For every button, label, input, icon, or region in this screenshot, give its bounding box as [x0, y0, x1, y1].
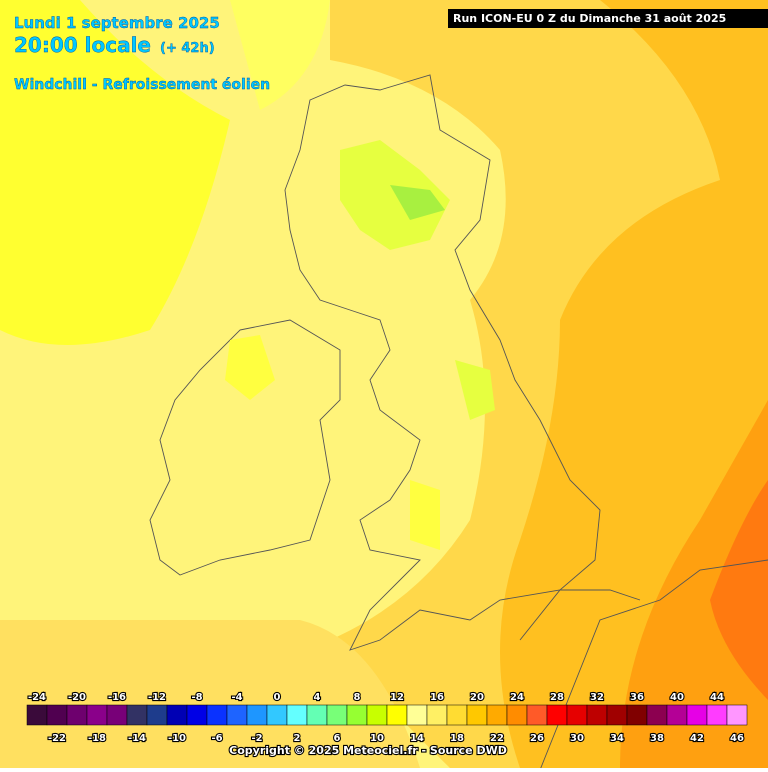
legend-label: 10 — [370, 733, 384, 744]
legend-label: 32 — [590, 692, 604, 703]
legend-label: 34 — [610, 733, 624, 744]
legend-swatch — [386, 704, 408, 726]
run-box — [448, 9, 768, 28]
continent-coast — [519, 589, 641, 641]
legend-label: 36 — [630, 692, 644, 703]
legend-swatch — [166, 704, 188, 726]
legend-label: 8 — [354, 692, 361, 703]
legend-swatch — [366, 704, 388, 726]
legend-label: 26 — [530, 733, 544, 744]
legend-swatch — [626, 704, 648, 726]
legend-swatch — [686, 704, 708, 726]
legend-swatch — [346, 704, 368, 726]
legend-label: 6 — [334, 733, 341, 744]
legend-swatch — [646, 704, 668, 726]
legend-swatch — [566, 704, 588, 726]
legend-label: -4 — [231, 692, 242, 703]
legend-label: 22 — [490, 733, 504, 744]
highlands-cold — [340, 140, 450, 250]
legend-swatch — [286, 704, 308, 726]
ireland-cool — [225, 335, 275, 400]
legend-swatch — [126, 704, 148, 726]
legend-swatch — [426, 704, 448, 726]
copyright: Copyright © 2025 Meteociel.fr - Source D… — [229, 744, 507, 757]
legend-label: 40 — [670, 692, 684, 703]
pennines-cold — [455, 360, 495, 420]
legend-swatch — [186, 704, 208, 726]
legend-swatch — [506, 704, 528, 726]
legend-swatch — [486, 704, 508, 726]
legend-label: 28 — [550, 692, 564, 703]
legend-label: -20 — [68, 692, 86, 703]
field-yellow — [0, 0, 230, 345]
legend-swatch — [246, 704, 268, 726]
legend-swatch — [26, 704, 48, 726]
legend-swatch — [206, 704, 228, 726]
continent-coast — [539, 559, 768, 771]
colorbar: -24-22-20-18-16-14-12-10-8-6-4-202468101… — [26, 691, 748, 745]
legend-swatch — [66, 704, 88, 726]
legend-swatch — [266, 704, 288, 726]
legend-label: 12 — [390, 692, 404, 703]
field-orange-dark — [620, 400, 768, 768]
legend-label: 38 — [650, 733, 664, 744]
legend-swatch — [86, 704, 108, 726]
legend-label: -14 — [128, 733, 146, 744]
great-britain — [284, 74, 601, 651]
legend-label: 0 — [274, 692, 281, 703]
date: Lundi 1 septembre 2025 — [14, 14, 220, 32]
legend-label: -2 — [251, 733, 262, 744]
legend-label: -10 — [168, 733, 186, 744]
legend-label: 4 — [314, 692, 321, 703]
parameter: Windchill - Refroissement éolien — [14, 77, 270, 93]
legend-swatch — [306, 704, 328, 726]
legend-label: -6 — [211, 733, 222, 744]
legend-swatch — [546, 704, 568, 726]
legend-label: 2 — [294, 733, 301, 744]
wales-cool — [410, 480, 440, 550]
legend-label: -8 — [191, 692, 202, 703]
legend-swatch — [466, 704, 488, 726]
lead-time: (+ 42h) — [160, 41, 215, 56]
legend-label: -18 — [88, 733, 106, 744]
time: 20:00 locale — [14, 33, 151, 57]
legend-label: 24 — [510, 692, 524, 703]
legend-swatch — [106, 704, 128, 726]
legend-swatch — [726, 704, 748, 726]
field-red-orange — [710, 480, 768, 700]
legend-swatch — [666, 704, 688, 726]
legend-swatch — [706, 704, 728, 726]
legend-swatch — [146, 704, 168, 726]
legend-label: -16 — [108, 692, 126, 703]
legend-swatch — [326, 704, 348, 726]
legend-label: 30 — [570, 733, 584, 744]
highlands-colder — [390, 185, 445, 220]
run-info: Run ICON-EU 0 Z du Dimanche 31 août 2025 — [453, 12, 726, 25]
legend-label: 46 — [730, 733, 744, 744]
field-gold — [0, 620, 420, 768]
legend-label: 44 — [710, 692, 724, 703]
legend-swatch — [606, 704, 628, 726]
legend-label: 20 — [470, 692, 484, 703]
legend-label: -24 — [28, 692, 46, 703]
legend-swatch — [46, 704, 68, 726]
ireland — [149, 319, 341, 576]
legend-label: 18 — [450, 733, 464, 744]
legend-swatch — [406, 704, 428, 726]
legend-swatch — [226, 704, 248, 726]
legend-label: 16 — [430, 692, 444, 703]
legend-label: 14 — [410, 733, 424, 744]
legend-label: 42 — [690, 733, 704, 744]
legend-label: -22 — [48, 733, 66, 744]
legend-swatch — [446, 704, 468, 726]
legend-label: -12 — [148, 692, 166, 703]
legend-swatch — [526, 704, 548, 726]
field-yellow — [230, 0, 330, 110]
legend-swatch — [586, 704, 608, 726]
